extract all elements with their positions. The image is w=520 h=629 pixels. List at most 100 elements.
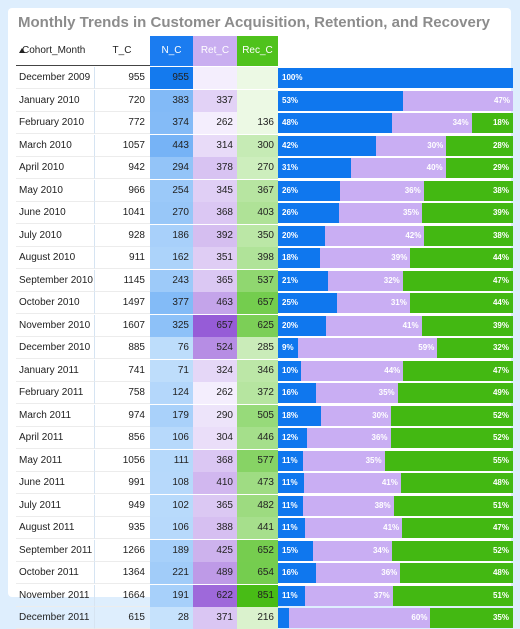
bar-segment-retained: 42%: [325, 225, 425, 246]
stacked-bar: 26% 36% 38%: [278, 180, 513, 202]
bar-segment-recovered: 52%: [391, 540, 513, 561]
bar-segment-retained: 31%: [337, 293, 410, 313]
stacked-bar: 20% 41% 39%: [278, 315, 513, 337]
new-customers-cell: 374: [150, 112, 193, 134]
table-row[interactable]: April 2011 856 106 304 446 12% 36% 52%: [16, 427, 513, 449]
bar-segment-recovered: 39%: [421, 315, 513, 336]
new-customers-cell: 162: [150, 247, 193, 269]
total-customers-cell: 1057: [94, 134, 150, 157]
stacked-bar: 16% 36% 48%: [278, 562, 513, 584]
bar-segment-recovered: 48%: [400, 473, 513, 493]
table-row[interactable]: June 2011 991 108 410 473 11% 41% 48%: [16, 472, 513, 494]
column-header-cohort-month[interactable]: Cohort_Month: [16, 36, 94, 66]
bar-segment-retained: 30%: [321, 405, 392, 426]
bar-segment-retained: 37%: [304, 585, 393, 606]
new-customers-cell: 71: [150, 359, 193, 382]
bar-segment-retained: 41%: [325, 315, 422, 336]
bar-segment-retained: 59%: [298, 338, 438, 358]
table-row[interactable]: January 2010 720 383 337 53% 47%: [16, 89, 513, 112]
table-row[interactable]: December 2009 955 955 100%: [16, 67, 513, 89]
bar-segment-new: 100%: [278, 68, 513, 88]
bar-segment-new: 26%: [278, 203, 339, 223]
retained-customers-cell: 388: [193, 517, 237, 539]
stacked-bar: 9% 59% 32%: [278, 337, 513, 359]
retained-customers-cell: 425: [193, 539, 237, 562]
bar-segment-recovered: 44%: [409, 293, 513, 313]
cohort-month-cell: November 2011: [16, 585, 94, 607]
recovered-customers-cell: 851: [237, 584, 278, 607]
bar-segment-retained: 39%: [319, 248, 411, 268]
recovered-customers-cell: 270: [237, 157, 278, 179]
table-row[interactable]: December 2011 615 28 371 216 60% 35%: [16, 607, 513, 629]
column-header-nc[interactable]: N_C: [150, 36, 193, 66]
table-row[interactable]: August 2010 911 162 351 398 18% 39% 44%: [16, 247, 513, 269]
table-row[interactable]: July 2010 928 186 392 350 20% 42% 38%: [16, 224, 513, 247]
table-row[interactable]: October 2011 1364 221 489 654 16% 36% 48%: [16, 562, 513, 584]
table-row[interactable]: March 2011 974 179 290 505 18% 30% 52%: [16, 404, 513, 427]
column-header-bar: [278, 36, 513, 66]
bar-segment-recovered: 52%: [390, 428, 513, 448]
bar-segment-retained: 34%: [313, 540, 392, 561]
cohort-month-cell: March 2010: [16, 135, 94, 157]
recovered-customers-cell: 398: [237, 247, 278, 269]
table-row[interactable]: January 2011 741 71 324 346 10% 44% 47%: [16, 359, 513, 382]
recovered-customers-cell: 654: [237, 562, 278, 584]
recovered-customers-cell: 657: [237, 292, 278, 314]
stacked-bar: 11% 41% 48%: [278, 472, 513, 494]
bar-segment-recovered: 35%: [430, 608, 513, 628]
cohort-month-cell: November 2010: [16, 315, 94, 337]
table-row[interactable]: December 2010 885 76 524 285 9% 59% 32%: [16, 337, 513, 359]
bar-segment-recovered: 18%: [471, 113, 513, 133]
bar-segment-new: 20%: [278, 225, 326, 246]
table-row[interactable]: September 2010 1145 243 365 537 21% 32% 47%: [16, 269, 513, 292]
new-customers-cell: 108: [150, 472, 193, 494]
recovered-customers-cell: 446: [237, 427, 278, 449]
table-row[interactable]: August 2011 935 106 388 441 11% 41% 47%: [16, 517, 513, 539]
table-row[interactable]: November 2010 1607 325 657 625 20% 41% 39%: [16, 314, 513, 337]
column-header-tc[interactable]: T_C: [94, 36, 150, 66]
table-row[interactable]: February 2011 758 124 262 372 16% 35% 49%: [16, 382, 513, 404]
table-row[interactable]: September 2011 1266 189 425 652 15% 34% 52%: [16, 539, 513, 562]
cohort-month-cell: May 2011: [16, 450, 94, 472]
new-customers-cell: 243: [150, 269, 193, 292]
bar-segment-recovered: 38%: [424, 225, 513, 246]
bar-segment-recovered: 51%: [393, 495, 513, 516]
cohort-month-cell: December 2010: [16, 337, 94, 359]
stacked-bar: 31% 40% 29%: [278, 157, 513, 179]
bar-segment-recovered: 48%: [400, 563, 513, 583]
total-customers-cell: 949: [94, 494, 150, 517]
bar-segment-retained: 35%: [302, 450, 385, 471]
retained-customers-cell: 262: [193, 112, 237, 134]
table-row[interactable]: April 2010 942 294 378 270 31% 40% 29%: [16, 157, 513, 179]
column-header-ret[interactable]: Ret_C: [193, 36, 237, 66]
bar-segment-retained: 35%: [316, 383, 398, 403]
recovered-customers-cell: 285: [237, 337, 278, 359]
new-customers-cell: 76: [150, 337, 193, 359]
bar-segment-new: 53%: [278, 90, 403, 111]
column-header-rec[interactable]: Rec_C: [237, 36, 278, 66]
table-row[interactable]: May 2010 966 254 345 367 26% 36% 38%: [16, 179, 513, 202]
new-customers-cell: 111: [150, 449, 193, 472]
recovered-customers-cell: 216: [237, 607, 278, 629]
table-row[interactable]: November 2011 1664 191 622 851 11% 37% 51%: [16, 584, 513, 607]
table-row[interactable]: June 2010 1041 270 368 403 26% 35% 39%: [16, 202, 513, 224]
total-customers-cell: 741: [94, 359, 150, 382]
bar-segment-recovered: 47%: [402, 518, 513, 538]
retained-customers-cell: 410: [193, 472, 237, 494]
total-customers-cell: 974: [94, 404, 150, 427]
table-row[interactable]: February 2010 772 374 262 136 48% 34% 18%: [16, 112, 513, 134]
sort-ascending-icon: [19, 48, 25, 53]
table-row[interactable]: July 2011 949 102 365 482 11% 38% 51%: [16, 494, 513, 517]
table-row[interactable]: March 2010 1057 443 314 300 42% 30% 28%: [16, 134, 513, 157]
retained-customers-cell: 463: [193, 292, 237, 314]
bar-segment-new: 20%: [278, 315, 326, 336]
table-row[interactable]: May 2011 1056 111 368 577 11% 35% 55%: [16, 449, 513, 472]
page-title: Monthly Trends in Customer Acquisition, …: [18, 14, 491, 31]
total-customers-cell: 758: [94, 382, 150, 404]
bar-segment-retained: 34%: [391, 113, 472, 133]
report-card: Monthly Trends in Customer Acquisition, …: [8, 8, 513, 629]
cohort-month-cell: September 2010: [16, 270, 94, 292]
total-customers-cell: 1266: [94, 539, 150, 562]
table-row[interactable]: October 2010 1497 377 463 657 25% 31% 44%: [16, 292, 513, 314]
total-customers-cell: 1607: [94, 314, 150, 337]
